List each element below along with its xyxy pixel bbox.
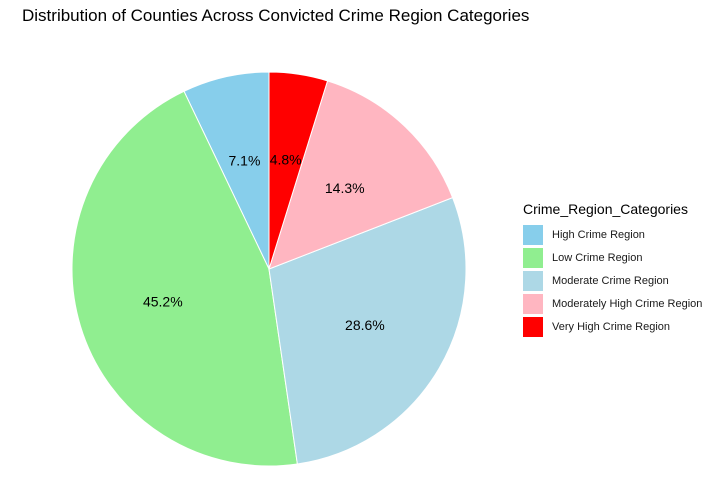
legend: Crime_Region_Categories High Crime Regio… bbox=[523, 201, 702, 338]
pie-slice bbox=[268, 71, 329, 270]
legend-label: Moderate Crime Region bbox=[552, 274, 669, 287]
slice-label: 7.1% bbox=[228, 153, 260, 169]
legend-item: Very High Crime Region bbox=[523, 315, 702, 338]
legend-item: Low Crime Region bbox=[523, 246, 702, 269]
pie-slice bbox=[268, 80, 454, 270]
legend-swatch bbox=[523, 224, 543, 245]
legend-item: Moderately High Crime Region bbox=[523, 292, 702, 315]
pie-slice bbox=[71, 90, 298, 467]
pie-slices bbox=[71, 71, 467, 467]
legend-swatch bbox=[523, 316, 543, 337]
slice-label: 28.6% bbox=[345, 317, 385, 333]
pie-slice-labels: 7.1% 45.2% 28.6% 14.3% 4.8% bbox=[143, 151, 385, 333]
legend-swatch bbox=[523, 293, 543, 314]
legend-label: Moderately High Crime Region bbox=[552, 297, 703, 310]
pie-slice bbox=[268, 196, 467, 465]
slice-label: 45.2% bbox=[143, 293, 183, 309]
legend-label: High Crime Region bbox=[552, 228, 645, 241]
legend-swatch bbox=[523, 247, 543, 268]
legend-swatch bbox=[523, 270, 543, 291]
slice-label: 14.3% bbox=[325, 180, 365, 196]
legend-label: Low Crime Region bbox=[552, 251, 643, 264]
legend-item: High Crime Region bbox=[523, 223, 702, 246]
legend-label: Very High Crime Region bbox=[552, 320, 670, 333]
legend-title: Crime_Region_Categories bbox=[523, 201, 688, 217]
chart-title: Distribution of Counties Across Convicte… bbox=[22, 6, 530, 25]
legend-item: Moderate Crime Region bbox=[523, 269, 702, 292]
slice-label: 4.8% bbox=[270, 151, 302, 167]
